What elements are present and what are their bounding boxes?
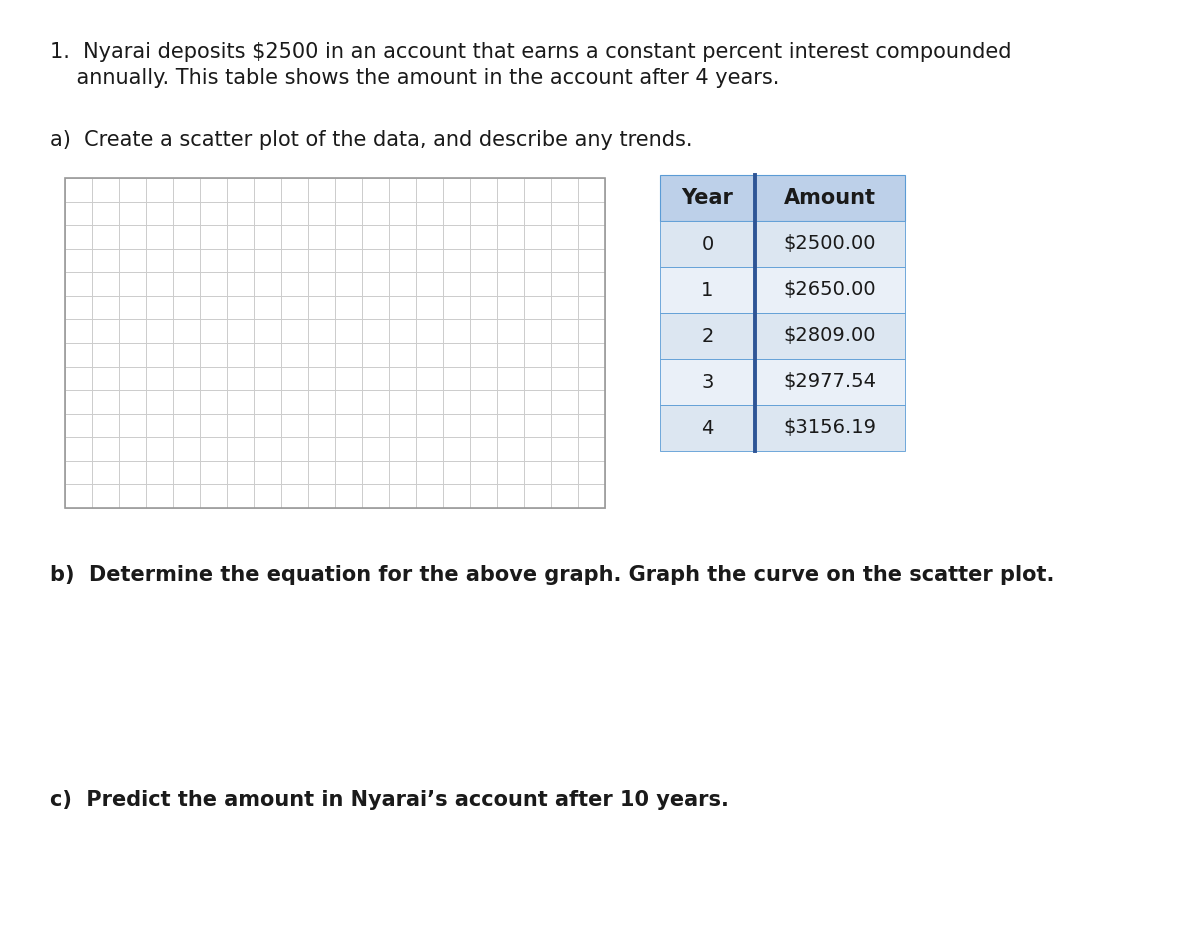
Bar — [755, 175, 905, 221]
Bar — [660, 313, 755, 359]
Bar — [755, 267, 905, 313]
Bar — [660, 175, 755, 221]
Text: annually. This table shows the amount in the account after 4 years.: annually. This table shows the amount in… — [50, 68, 779, 88]
Bar — [660, 405, 755, 451]
Text: 1.  Nyarai deposits $2500 in an account that earns a constant percent interest c: 1. Nyarai deposits $2500 in an account t… — [50, 42, 1012, 62]
Text: $2809.00: $2809.00 — [784, 326, 876, 346]
Bar — [660, 221, 755, 267]
Text: 3: 3 — [701, 373, 714, 391]
Bar — [755, 405, 905, 451]
Bar — [660, 359, 755, 405]
Bar — [755, 359, 905, 405]
Bar — [755, 221, 905, 267]
Text: 0: 0 — [701, 235, 714, 254]
Text: Year: Year — [682, 188, 733, 208]
Text: c)  Predict the amount in Nyarai’s account after 10 years.: c) Predict the amount in Nyarai’s accoun… — [50, 790, 728, 810]
Text: 1: 1 — [701, 281, 714, 299]
Text: 4: 4 — [701, 418, 714, 437]
Bar — [755, 313, 905, 359]
Bar — [660, 267, 755, 313]
Text: $2500.00: $2500.00 — [784, 235, 876, 254]
Text: 2: 2 — [701, 326, 714, 346]
Text: b)  Determine the equation for the above graph. Graph the curve on the scatter p: b) Determine the equation for the above … — [50, 565, 1055, 585]
Text: a)  Create a scatter plot of the data, and describe any trends.: a) Create a scatter plot of the data, an… — [50, 130, 692, 150]
Bar — [65, 178, 605, 508]
Text: $2650.00: $2650.00 — [784, 281, 876, 299]
Text: $3156.19: $3156.19 — [784, 418, 876, 437]
Text: Amount: Amount — [784, 188, 876, 208]
Text: $2977.54: $2977.54 — [784, 373, 876, 391]
